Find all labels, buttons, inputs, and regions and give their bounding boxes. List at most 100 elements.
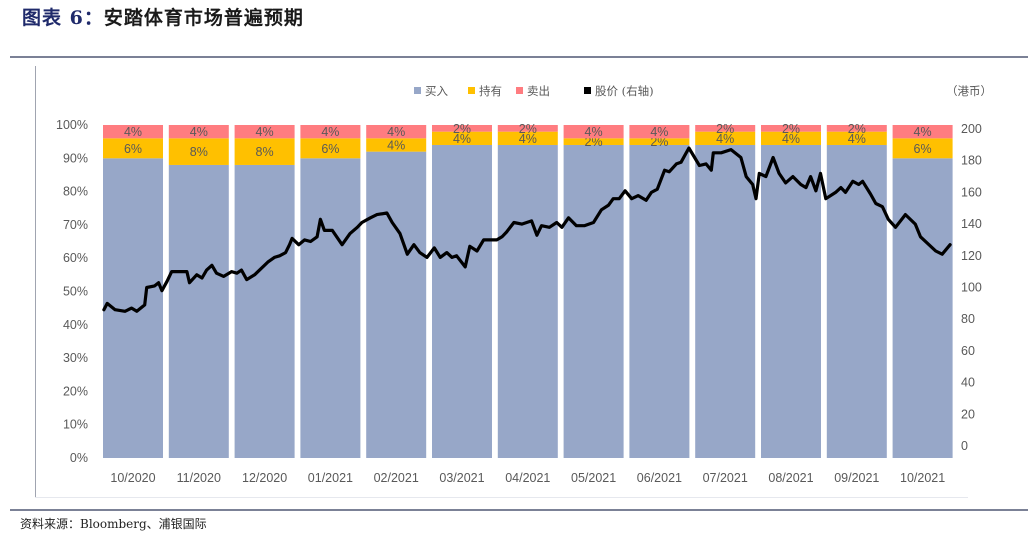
bar-data-label: 4% — [453, 132, 471, 146]
bar-segment-buy — [234, 164, 295, 458]
top-rule — [10, 56, 1028, 58]
bar-segment-hold — [629, 138, 690, 145]
left-axis-tick: 30% — [63, 351, 88, 365]
chart-frame-bottom-border — [35, 497, 968, 498]
x-axis-label: 05/2021 — [571, 471, 616, 485]
x-axis-label: 06/2021 — [637, 471, 682, 485]
bar-data-label: 2% — [585, 135, 603, 149]
bar-segment-hold — [234, 138, 295, 165]
bar-segment-hold — [432, 131, 492, 145]
right-axis-tick: 120 — [961, 249, 982, 263]
x-axis-label: 03/2021 — [439, 471, 484, 485]
bar-group: 4%2% — [695, 122, 756, 459]
bar-data-label: 4% — [124, 125, 142, 139]
bar-data-label: 4% — [387, 125, 405, 139]
bottom-rule — [10, 509, 1028, 511]
bar-data-label: 4% — [716, 132, 734, 146]
bar-group: 4%2% — [497, 122, 558, 459]
bar-segment-hold — [892, 138, 953, 159]
bar-segment-hold — [563, 138, 624, 145]
figure-title-text: 安踏体育市场普遍预期 — [103, 7, 304, 29]
legend-swatch — [584, 87, 591, 94]
bar-data-label: 6% — [914, 142, 932, 156]
bar-segment-buy — [892, 158, 953, 459]
right-axis: 0 20 40 60 80 100 120 140 160 180 200 — [961, 122, 982, 453]
legend-swatch — [468, 87, 475, 94]
left-axis-tick: 40% — [63, 318, 88, 332]
bar-segment-sell — [103, 125, 163, 139]
bar-segment-buy — [432, 144, 492, 459]
bar-segment-sell — [629, 125, 690, 139]
x-axis-label: 11/2020 — [177, 471, 221, 485]
bar-segment-sell — [497, 125, 558, 132]
bar-group: 2%4% — [629, 125, 690, 459]
chart-legend: 买入 持有 卖出 股价 (右轴) — [414, 84, 654, 98]
x-axis-label: 07/2021 — [703, 471, 748, 485]
bar-segment-hold — [695, 131, 756, 145]
bar-group: 4%2% — [761, 122, 821, 459]
bar-segment-hold — [366, 138, 427, 152]
right-axis-tick: 140 — [961, 217, 982, 231]
legend-label: 买入 — [425, 84, 448, 98]
right-axis-tick: 0 — [961, 439, 968, 453]
left-axis-tick: 100% — [56, 118, 88, 132]
bar-segment-buy — [761, 144, 821, 459]
right-axis-tick: 100 — [961, 281, 982, 295]
right-axis-tick: 40 — [961, 376, 975, 390]
bar-data-label: 4% — [190, 125, 208, 139]
bar-segment-sell — [761, 125, 821, 132]
bar-data-label: 2% — [782, 122, 800, 136]
bar-segment-buy — [168, 164, 229, 458]
bar-data-label: 4% — [519, 132, 537, 146]
x-axis-label: 09/2021 — [834, 471, 879, 485]
bar-data-label: 6% — [321, 142, 339, 156]
right-axis-tick: 60 — [961, 344, 975, 358]
bar-data-label: 2% — [650, 135, 668, 149]
right-axis-tick: 160 — [961, 185, 982, 199]
legend-label: 持有 — [479, 84, 502, 98]
right-axis-tick: 80 — [961, 312, 975, 326]
bar-segment-hold — [497, 131, 558, 145]
bar-data-label: 6% — [124, 142, 142, 156]
bar-group: 2%4% — [563, 125, 624, 459]
left-axis-tick: 50% — [63, 285, 88, 299]
bar-segment-sell — [563, 125, 624, 139]
bar-data-label: 4% — [387, 138, 405, 152]
bar-group: 8%4% — [168, 125, 229, 458]
right-axis-tick: 20 — [961, 407, 975, 421]
bar-data-label: 4% — [650, 125, 668, 139]
legend-item-buy: 买入 — [414, 84, 448, 98]
bar-group: 6%4% — [300, 125, 361, 459]
chart-frame-left-border — [35, 66, 36, 498]
legend-item-sell: 卖出 — [516, 84, 550, 98]
bar-segment-buy — [366, 151, 427, 458]
left-axis-tick: 60% — [63, 251, 88, 265]
price-line — [102, 146, 952, 313]
bar-data-label: 2% — [848, 122, 866, 136]
legend-item-hold: 持有 — [468, 84, 502, 98]
bar-data-label: 2% — [453, 122, 471, 136]
bar-group: 4%2% — [432, 122, 492, 459]
bar-segment-sell — [168, 125, 229, 139]
bar-segment-hold — [168, 138, 229, 165]
stacked-bars: 6%4%8%4%8%4%6%4%4%4% 4%2%4%2%2%4%2%4% 4%2%… — [103, 122, 953, 459]
bar-segment-hold — [761, 131, 821, 145]
bar-group: 8%4% — [234, 125, 295, 458]
bar-data-label: 2% — [716, 122, 734, 136]
bar-data-label: 4% — [782, 132, 800, 146]
bar-segment-sell — [234, 125, 295, 139]
x-axis-label: 02/2021 — [374, 471, 419, 485]
bar-group: 6%4% — [103, 125, 163, 459]
bar-data-label: 4% — [848, 132, 866, 146]
right-axis-tick: 200 — [961, 122, 982, 136]
x-axis-label: 10/2020 — [110, 471, 155, 485]
figure-number: 图表 6： — [22, 7, 104, 29]
x-axis-label: 12/2020 — [242, 471, 287, 485]
bar-segment-sell — [892, 125, 953, 139]
x-axis-label: 08/2021 — [768, 471, 813, 485]
bar-data-label: 4% — [321, 125, 339, 139]
bar-group: 4%4% — [366, 125, 427, 458]
left-axis-tick: 70% — [63, 218, 88, 232]
bar-segment-buy — [629, 144, 690, 459]
